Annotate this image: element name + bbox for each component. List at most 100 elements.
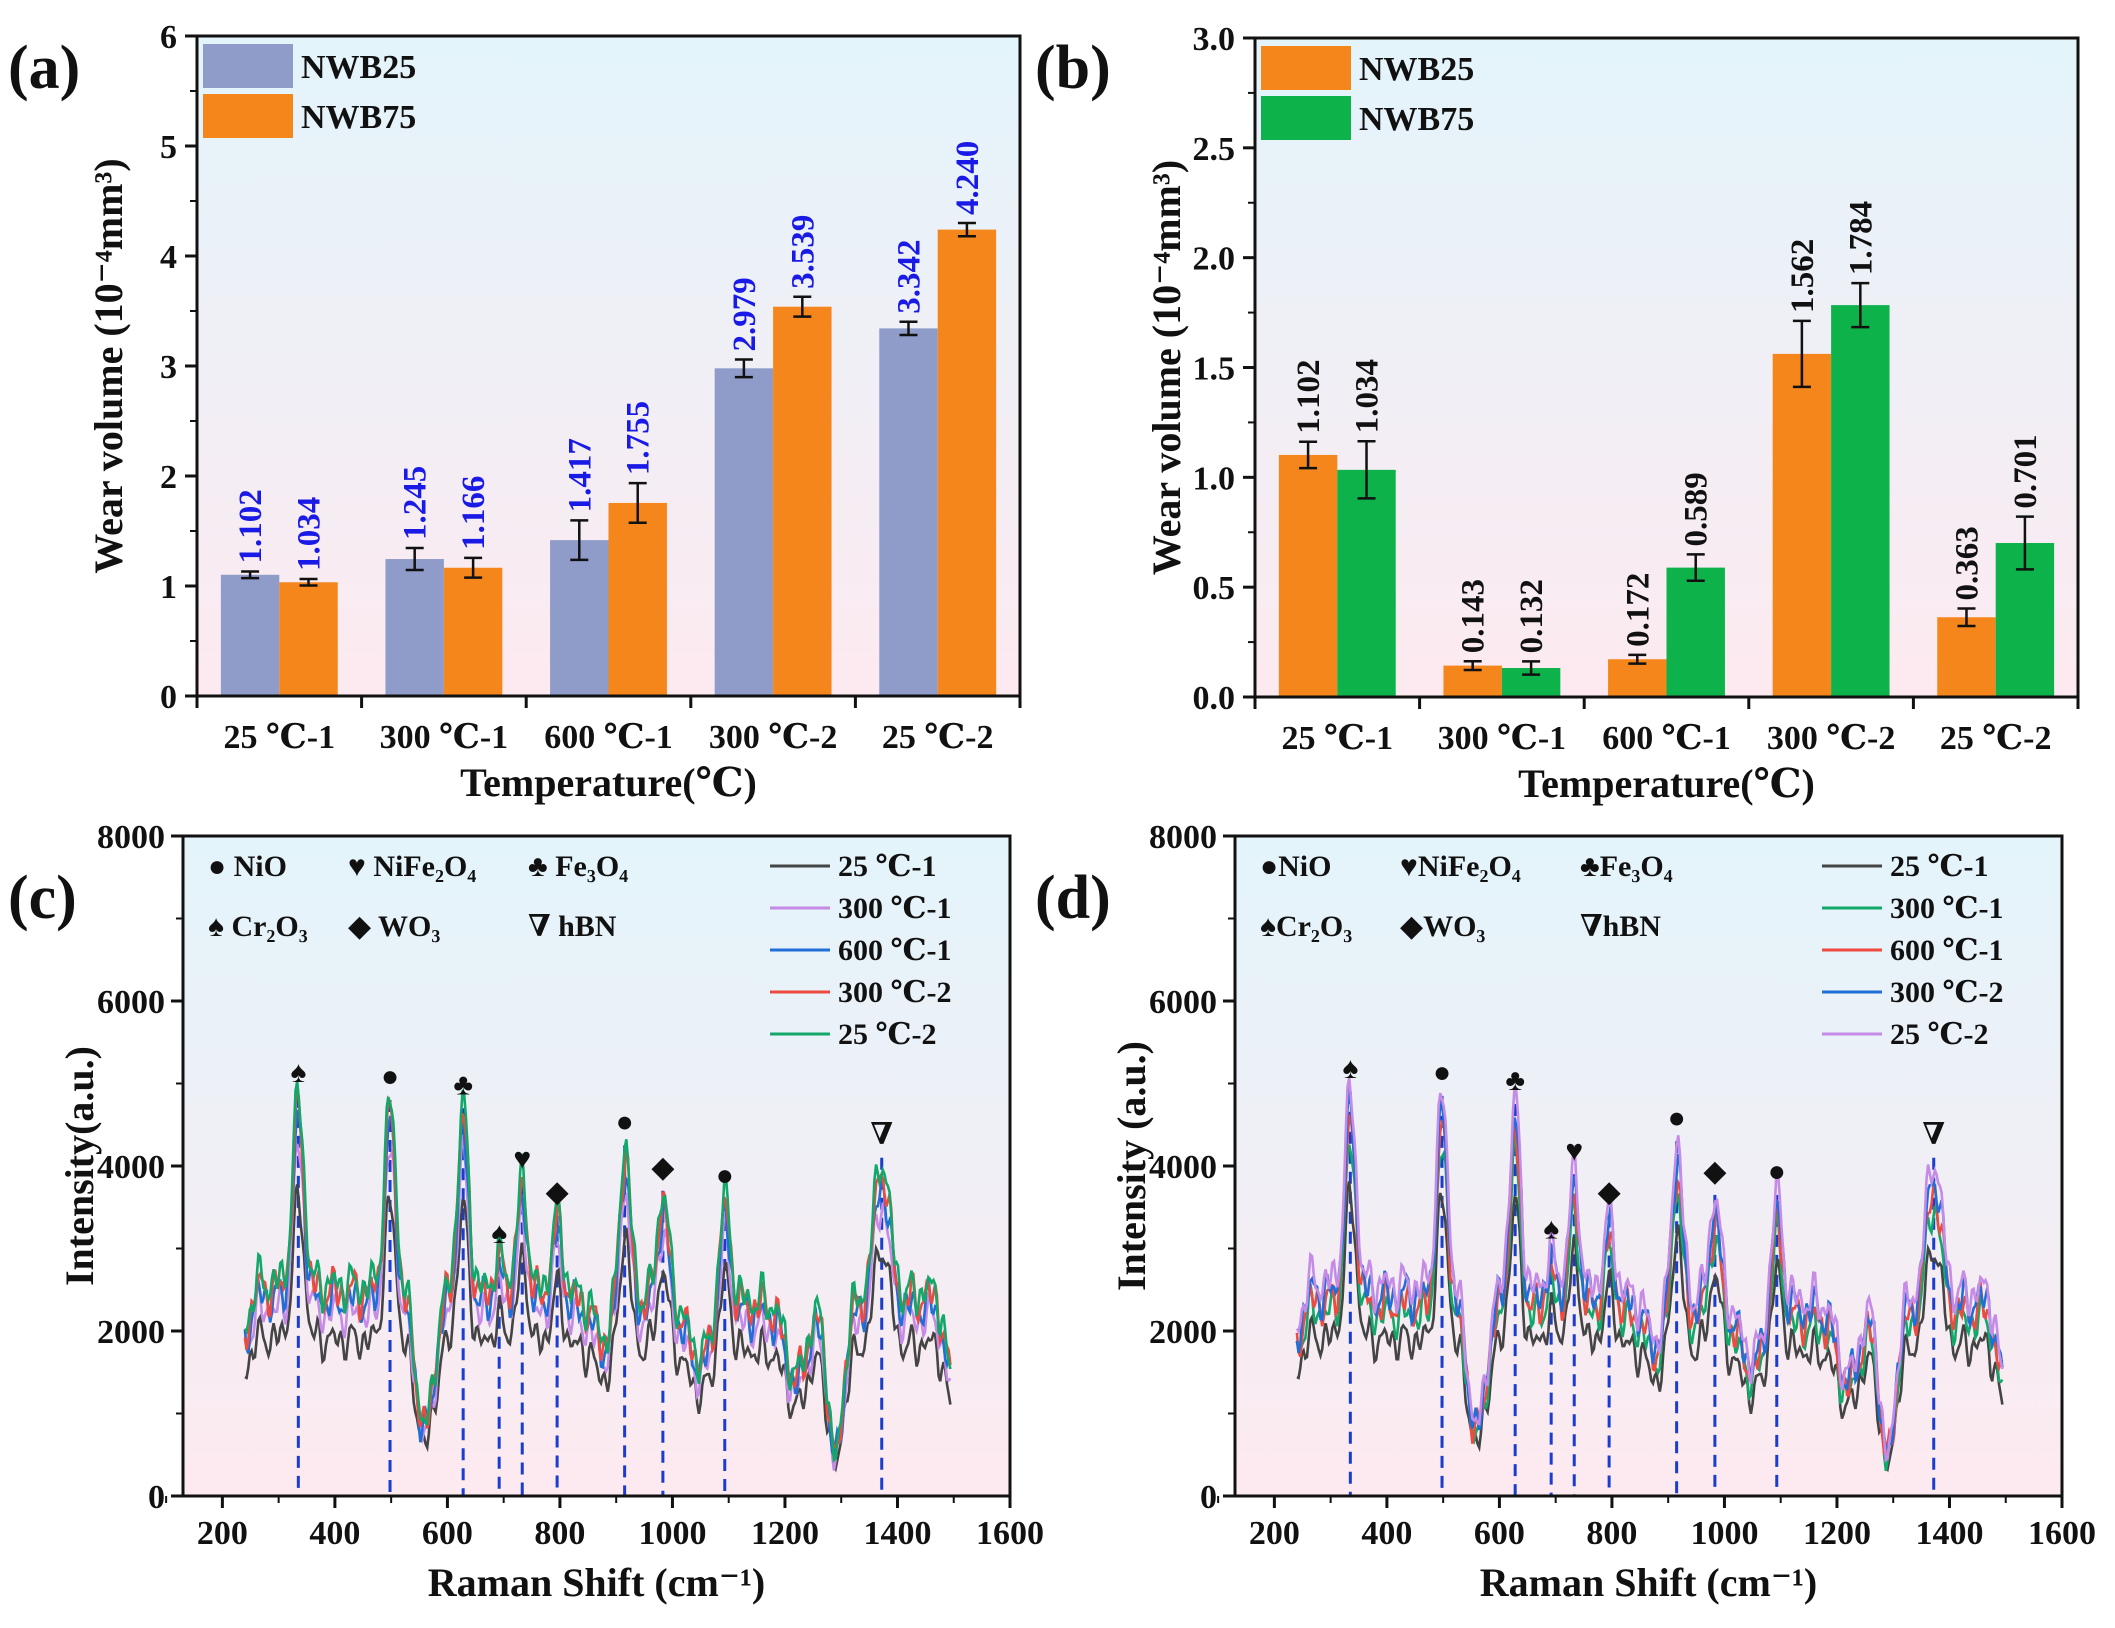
x-tick-label: 1400 [863,1515,931,1552]
legend-swatch [1261,46,1351,90]
bar [1337,469,1396,697]
data-label: 4.240 [950,141,986,215]
data-label: 0.172 [1620,573,1656,647]
peak-marker: ◆ [546,1176,569,1209]
x-tick-label: 300 ℃-1 [1438,720,1567,757]
data-label: 1.245 [398,466,434,540]
spectrum-line [243,1081,952,1463]
x-tick-label: 25 ℃-1 [224,719,336,756]
legend-label: NWB75 [301,99,416,136]
peak-marker: ● [381,1060,399,1093]
plot-area [1235,836,2062,1496]
data-label: 1.784 [1843,201,1879,275]
data-label: 1.102 [233,489,269,563]
phase-legend-item: ♣ Fe₃O₄ [528,850,628,883]
y-tick-label: 2000 [1149,1314,1217,1351]
phase-legend-item: ● NiO [208,850,287,883]
legend-swatch [1261,96,1351,140]
x-tick-label: 1600 [2028,1515,2096,1552]
x-tick-label: 400 [309,1515,360,1552]
panel-label: (a) [8,34,80,102]
phase-legend-item: ◆ WO₃ [348,910,440,943]
y-tick-label: 2.0 [1193,241,1236,278]
bar [773,306,832,696]
plot-area [183,836,1010,1496]
y-tick-label: 0 [1200,1479,1217,1516]
peak-marker: ∇ [1922,1118,1945,1151]
legend-label: 600 ℃-1 [1890,934,2003,967]
peak-marker: ♠ [1342,1052,1358,1085]
legend-label: NWB75 [1359,101,1474,138]
y-axis-label: Wear volume (10⁻⁴mm³) [86,158,131,573]
legend-swatch [203,44,293,88]
x-tick-label: 1000 [1690,1515,1758,1552]
x-tick-label: 600 ℃-1 [544,719,673,756]
phase-legend-item: ♣Fe₃O₄ [1580,850,1673,883]
y-tick-label: 8000 [97,819,165,856]
peak-marker: ∇ [870,1118,893,1151]
bar [1278,454,1338,697]
y-tick-label: 1 [160,569,177,606]
x-tick-label: 1400 [1915,1515,1983,1552]
legend-label: 300 ℃-2 [1890,976,2003,1009]
bar [608,502,667,696]
legend-label: 600 ℃-1 [838,934,951,967]
y-tick-label: 3.0 [1193,21,1236,58]
peak-marker: ♠ [1543,1213,1559,1246]
x-tick-label: 25 ℃-2 [1940,720,2052,757]
peak-marker: ♠ [290,1056,306,1089]
bar [550,540,609,696]
peak-marker: ◆ [1703,1155,1726,1188]
x-tick-label: 300 ℃-2 [1767,720,1896,757]
y-tick-label: 0.5 [1193,570,1236,607]
x-axis-label: Raman Shift (cm⁻¹) [1480,1560,1818,1605]
peak-marker: ♣ [453,1068,473,1101]
legend-label: 25 ℃-2 [1890,1018,1988,1051]
x-tick-label: 200 [197,1515,248,1552]
bar [714,368,774,696]
y-tick-label: 8000 [1149,819,1217,856]
phase-legend-item: ◆WO₃ [1400,910,1485,943]
x-axis-label: Temperature(℃) [460,760,757,805]
y-tick-label: 1.5 [1193,351,1236,388]
data-label: 3.539 [785,215,821,289]
y-tick-label: 0 [148,1479,165,1516]
bar [879,328,938,696]
peak-marker: ♥ [1565,1134,1583,1167]
bar [443,567,503,696]
y-tick-label: 6000 [1149,984,1217,1021]
x-tick-label: 1200 [1803,1515,1871,1552]
x-tick-label: 600 [1474,1515,1525,1552]
peak-marker: ♣ [1505,1064,1525,1097]
x-tick-label: 25 ℃-2 [882,719,994,756]
data-label: 3.342 [891,240,927,314]
y-tick-label: 1.0 [1193,460,1236,497]
bar [1666,567,1725,697]
peak-marker: ● [616,1105,634,1138]
bar [937,229,997,696]
x-tick-label: 1000 [638,1515,706,1552]
data-label: 1.034 [1350,359,1386,433]
x-tick-label: 300 ℃-2 [709,719,838,756]
bar [220,574,280,696]
x-tick-label: 200 [1249,1515,1300,1552]
panel-b-wear-volume-chart: 1.102 0.143 0.172 1.562 0.363 1.034 0.132 0.589… [1035,21,2080,806]
data-label: 0.143 [1456,579,1492,653]
x-tick-label: 25 ℃-1 [1282,720,1394,757]
phase-legend-item: ♠ Cr₂O₃ [208,910,308,943]
peak-marker: ◆ [1598,1176,1621,1209]
peak-marker: ◆ [651,1151,674,1184]
panel-d-raman-chart: ♠ ● ♣ ♠ ♥ ◆ ● ◆ ● ∇ 0 2000 4000 6000 8000 200 400 600 800 1… [1035,819,2096,1605]
phase-legend-item: ∇ hBN [528,910,617,943]
y-tick-label: 0.0 [1193,680,1236,717]
panel-label: (d) [1035,864,1111,932]
data-label: 0.132 [1514,579,1550,653]
y-axis-label: Intensity(a.u.) [57,1046,102,1286]
data-label: 1.034 [292,497,328,571]
y-tick-label: 3 [160,349,177,386]
bar [1937,617,1996,697]
y-tick-label: 6000 [97,984,165,1021]
legend-swatch [203,94,293,138]
data-label: 1.166 [456,476,492,550]
